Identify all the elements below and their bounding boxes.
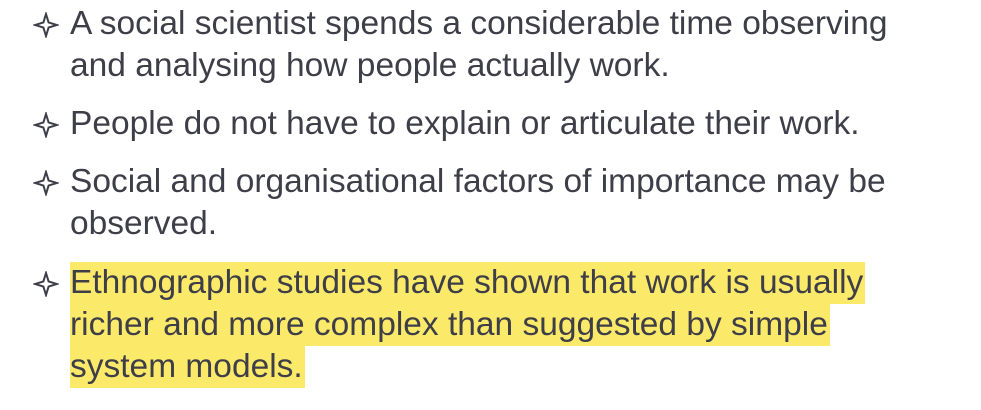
bullet-line: People do not have to explain or articul… <box>70 105 860 142</box>
bullet-text: People do not have to explain or articul… <box>70 103 970 145</box>
bullet-line: richer and more complex than suggested b… <box>70 304 830 346</box>
bullet-text: A social scientist spends a considerable… <box>70 3 970 87</box>
four-point-star-icon <box>33 271 59 297</box>
bullet-text: Social and organisational factors of imp… <box>70 161 970 245</box>
bullet-line: Ethnographic studies have shown that wor… <box>70 262 866 304</box>
four-point-star-icon <box>33 112 59 138</box>
bullet-line: A social scientist spends a considerable… <box>70 5 888 42</box>
bullet-line: system models. <box>70 346 305 388</box>
four-point-star-icon <box>33 12 59 38</box>
bullet-line: Social and organisational factors of imp… <box>70 163 886 200</box>
bullet-text: Ethnographic studies have shown that wor… <box>70 262 970 388</box>
bullet-line: observed. <box>70 205 218 242</box>
four-point-star-icon <box>33 170 59 196</box>
bullet-line: and analysing how people actually work. <box>70 47 670 84</box>
